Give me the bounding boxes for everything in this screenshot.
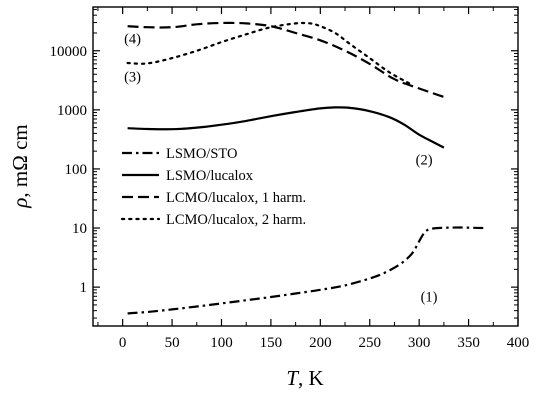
- x-tick-label: 400: [507, 335, 530, 351]
- x-axis-label: T, K: [286, 366, 323, 390]
- legend-label-1: LSMO/STO: [166, 146, 237, 162]
- curve-annotation-1: (1): [421, 289, 438, 305]
- y-axis-label: ρ, mΩ cm: [8, 124, 32, 208]
- x-tick-label: 200: [309, 335, 332, 351]
- x-tick-label: 300: [408, 335, 431, 351]
- y-axis-label-var: ρ: [8, 198, 32, 209]
- series-line-1: [127, 226, 484, 315]
- legend: LSMO/STO LSMO/lucalox LCMO/lucalox, 1 harm…: [120, 146, 306, 228]
- x-axis-label-var: T: [286, 366, 299, 390]
- x-axis-label-unit: , K: [298, 366, 324, 390]
- y-tick-label: 1: [80, 280, 88, 296]
- legend-label-2: LSMO/lucalox: [166, 168, 254, 184]
- x-tick-label: 100: [210, 335, 233, 351]
- axis-ticks: 0 50 100 150 200 250 300 350 400 1 10 100 1000 10000: [50, 7, 530, 351]
- series-line-4: [126, 21, 411, 85]
- legend-label-3: LCMO/lucalox, 1 harm.: [166, 190, 306, 206]
- y-tick-label: 100: [65, 162, 88, 178]
- y-tick-label: 10000: [50, 44, 88, 60]
- series-layer: [126, 21, 484, 315]
- legend-label-4: LCMO/lucalox, 2 harm.: [166, 212, 306, 228]
- x-tick-label: 50: [165, 335, 180, 351]
- x-tick-label: 0: [119, 335, 127, 351]
- curve-annotation-2: (2): [416, 152, 433, 168]
- curve-annotation-3: (3): [124, 69, 141, 85]
- series-line-2: [127, 106, 445, 149]
- annotations: (1) (2) (3) (4): [124, 32, 438, 306]
- x-tick-label: 250: [358, 335, 381, 351]
- curve-annotation-4: (4): [124, 32, 141, 48]
- plot-frame: [92, 6, 519, 327]
- series-line-3: [127, 21, 445, 99]
- y-tick-label: 1000: [57, 103, 87, 119]
- y-axis-label-unit: , mΩ cm: [8, 124, 32, 197]
- y-tick-label: 10: [72, 221, 87, 237]
- x-tick-label: 150: [260, 335, 283, 351]
- x-tick-label: 350: [457, 335, 480, 351]
